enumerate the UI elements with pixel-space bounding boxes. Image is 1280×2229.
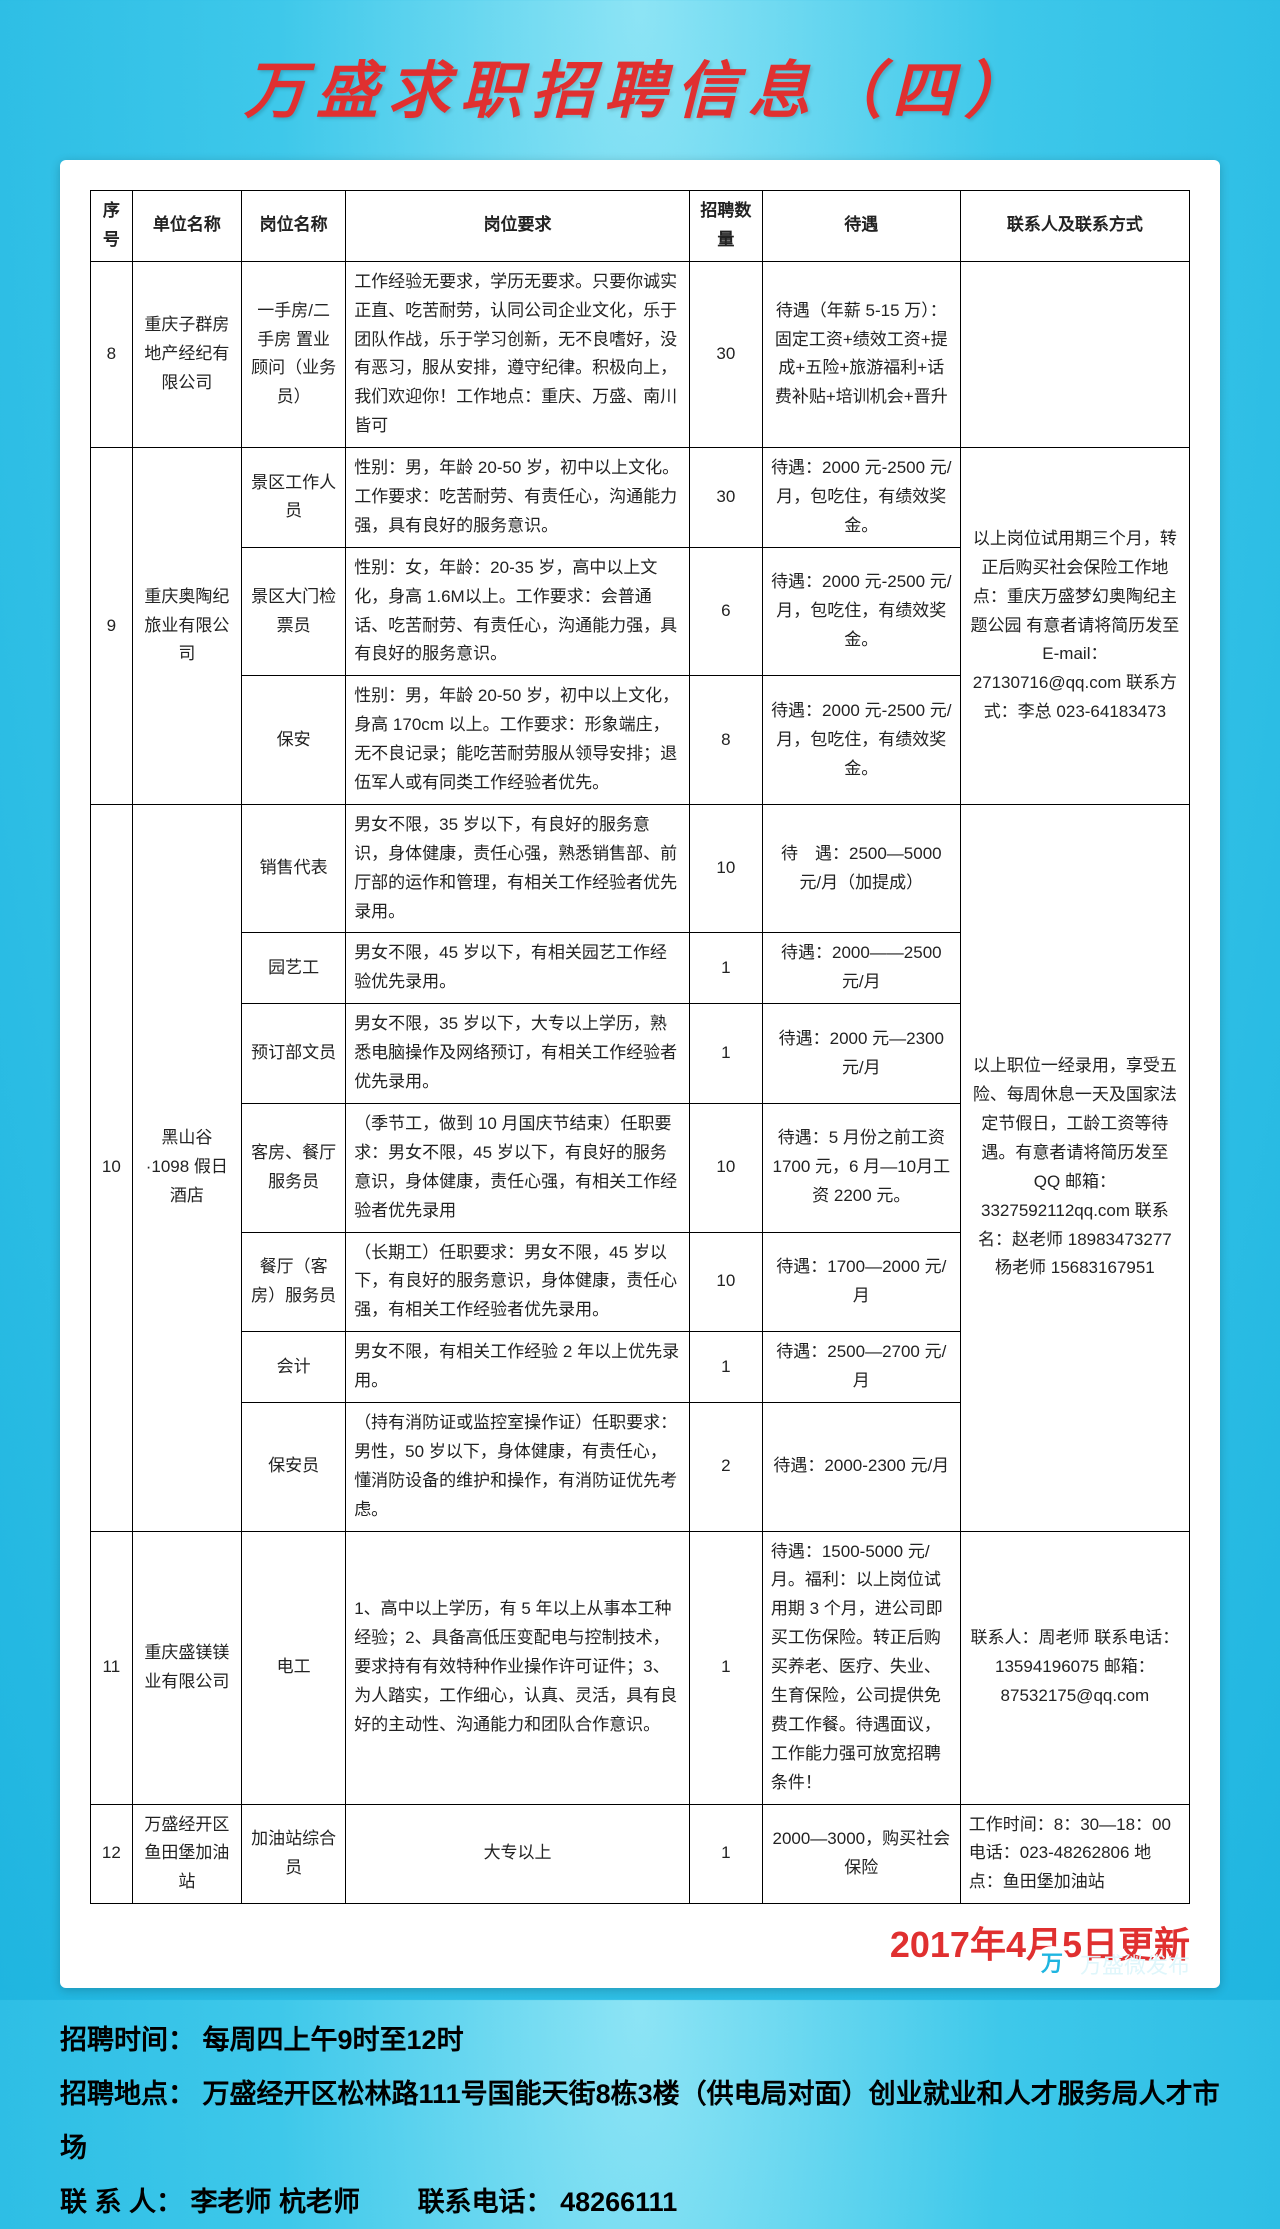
th-position: 岗位名称 bbox=[242, 191, 346, 262]
table-header-row: 序号 单位名称 岗位名称 岗位要求 招聘数量 待遇 联系人及联系方式 bbox=[91, 191, 1190, 262]
job-table: 序号 单位名称 岗位名称 岗位要求 招聘数量 待遇 联系人及联系方式 8 重庆子… bbox=[90, 190, 1190, 1904]
content-sheet: 序号 单位名称 岗位名称 岗位要求 招聘数量 待遇 联系人及联系方式 8 重庆子… bbox=[60, 160, 1220, 1988]
cell-req: 大专以上 bbox=[346, 1804, 690, 1904]
cell-seq: 11 bbox=[91, 1531, 133, 1804]
update-date: 2017年4月5日更新 bbox=[90, 1916, 1190, 1968]
cell-salary: 待遇：2000 元—2300 元/月 bbox=[762, 1004, 960, 1104]
cell-salary: 待遇：2000——2500 元/月 bbox=[762, 933, 960, 1004]
cell-req: 性别：男，年龄 20-50 岁，初中以上文化，身高 170cm 以上。工作要求：… bbox=[346, 676, 690, 805]
cell-count: 10 bbox=[689, 1103, 762, 1232]
cell-position: 餐厅（客房）服务员 bbox=[242, 1232, 346, 1332]
footer-phone: 48266111 bbox=[560, 2187, 677, 2217]
cell-req: 工作经验无要求，学历无要求。只要你诚实正直、吃苦耐劳，认同公司企业文化，乐于团队… bbox=[346, 261, 690, 447]
th-salary: 待遇 bbox=[762, 191, 960, 262]
cell-req: 男女不限，35 岁以下，大专以上学历，熟悉电脑操作及网络预订，有相关工作经验者优… bbox=[346, 1004, 690, 1104]
cell-contact: 联系人：周老师 联系电话：13594196075 邮箱：87532175@qq.… bbox=[960, 1531, 1189, 1804]
cell-position: 一手房/二手房 置业顾问（业务员） bbox=[242, 261, 346, 447]
cell-salary: 待遇：2000 元-2500 元/月，包吃住，有绩效奖金。 bbox=[762, 547, 960, 676]
cell-salary: 待遇：2000 元-2500 元/月，包吃住，有绩效奖金。 bbox=[762, 676, 960, 805]
cell-position: 电工 bbox=[242, 1531, 346, 1804]
table-row: 9 重庆奥陶纪旅业有限公司 景区工作人员 性别：男，年龄 20-50 岁，初中以… bbox=[91, 448, 1190, 548]
cell-count: 30 bbox=[689, 448, 762, 548]
th-seq: 序号 bbox=[91, 191, 133, 262]
th-contact: 联系人及联系方式 bbox=[960, 191, 1189, 262]
cell-count: 2 bbox=[689, 1402, 762, 1531]
footer-time-label: 招聘时间： bbox=[60, 2025, 195, 2055]
cell-salary: 待遇（年薪 5-15 万）：固定工资+绩效工资+提成+五险+旅游福利+话费补贴+… bbox=[762, 261, 960, 447]
page-title: 万盛求职招聘信息（四） bbox=[0, 0, 1280, 150]
cell-count: 1 bbox=[689, 1332, 762, 1403]
cell-position: 会计 bbox=[242, 1332, 346, 1403]
cell-salary: 待遇：2000 元-2500 元/月，包吃住，有绩效奖金。 bbox=[762, 448, 960, 548]
table-row: 12 万盛经开区鱼田堡加油站 加油站综合员 大专以上 1 2000—3000，购… bbox=[91, 1804, 1190, 1904]
cell-contact: 以上职位一经录用，享受五险、每周休息一天及国家法定节假日，工龄工资等待遇。有意者… bbox=[960, 804, 1189, 1531]
cell-req: （季节工，做到 10 月国庆节结束）任职要求：男女不限，45 岁以下，有良好的服… bbox=[346, 1103, 690, 1232]
footer-info: 招聘时间： 每周四上午9时至12时 招聘地点： 万盛经开区松林路111号国能天街… bbox=[60, 2013, 1220, 2229]
cell-count: 10 bbox=[689, 1232, 762, 1332]
footer-place: 万盛经开区松林路111号国能天街8栋3楼（供电局对面）创业就业和人才服务局人才市… bbox=[60, 2079, 1220, 2163]
cell-seq: 8 bbox=[91, 261, 133, 447]
cell-contact: 以上岗位试用期三个月，转正后购买社会保险工作地点：重庆万盛梦幻奥陶纪主题公园 有… bbox=[960, 448, 1189, 805]
cell-salary: 2000—3000，购买社会保险 bbox=[762, 1804, 960, 1904]
cell-company: 万盛经开区鱼田堡加油站 bbox=[132, 1804, 241, 1904]
cell-req: 男女不限，35 岁以下，有良好的服务意识，身体健康，责任心强，熟悉销售部、前厅部… bbox=[346, 804, 690, 933]
cell-count: 1 bbox=[689, 1531, 762, 1804]
cell-req: 1、高中以上学历，有 5 年以上从事本工种经验；2、具备高低压变配电与控制技术，… bbox=[346, 1531, 690, 1804]
cell-req: 男女不限，有相关工作经验 2 年以上优先录用。 bbox=[346, 1332, 690, 1403]
cell-req: （持有消防证或监控室操作证）任职要求：男性，50 岁以下，身体健康，有责任心，懂… bbox=[346, 1402, 690, 1531]
cell-seq: 9 bbox=[91, 448, 133, 805]
table-row: 11 重庆盛镁镁业有限公司 电工 1、高中以上学历，有 5 年以上从事本工种经验… bbox=[91, 1531, 1190, 1804]
cell-position: 景区大门检票员 bbox=[242, 547, 346, 676]
footer-place-label: 招聘地点： bbox=[60, 2079, 195, 2109]
cell-req: 性别：女，年龄：20-35 岁，高中以上文化，身高 1.6M以上。工作要求：会普… bbox=[346, 547, 690, 676]
th-company: 单位名称 bbox=[132, 191, 241, 262]
th-req: 岗位要求 bbox=[346, 191, 690, 262]
cell-position: 销售代表 bbox=[242, 804, 346, 933]
cell-req: 男女不限，45 岁以下，有相关园艺工作经验优先录用。 bbox=[346, 933, 690, 1004]
cell-position: 加油站综合员 bbox=[242, 1804, 346, 1904]
th-count: 招聘数量 bbox=[689, 191, 762, 262]
cell-salary: 待遇：2000-2300 元/月 bbox=[762, 1402, 960, 1531]
cell-position: 保安 bbox=[242, 676, 346, 805]
cell-count: 10 bbox=[689, 804, 762, 933]
cell-count: 1 bbox=[689, 1804, 762, 1904]
cell-count: 8 bbox=[689, 676, 762, 805]
cell-position: 园艺工 bbox=[242, 933, 346, 1004]
cell-seq: 10 bbox=[91, 804, 133, 1531]
cell-count: 1 bbox=[689, 933, 762, 1004]
cell-contact: 工作时间：8：30—18：00 电话：023-48262806 地点：鱼田堡加油… bbox=[960, 1804, 1189, 1904]
cell-contact bbox=[960, 261, 1189, 447]
cell-company: 重庆子群房地产经纪有限公司 bbox=[132, 261, 241, 447]
cell-company: 黑山谷·1098 假日酒店 bbox=[132, 804, 241, 1531]
footer-phone-label: 联系电话： bbox=[418, 2187, 553, 2217]
source-watermark: 万 万盛微发布 bbox=[1034, 1946, 1190, 1982]
cell-salary: 待遇：5 月份之前工资 1700 元，6 月—10月工资 2200 元。 bbox=[762, 1103, 960, 1232]
cell-company: 重庆奥陶纪旅业有限公司 bbox=[132, 448, 241, 805]
source-icon: 万 bbox=[1034, 1946, 1070, 1982]
cell-salary: 待遇：1700—2000 元/月 bbox=[762, 1232, 960, 1332]
source-text: 万盛微发布 bbox=[1080, 1948, 1190, 1980]
cell-position: 预订部文员 bbox=[242, 1004, 346, 1104]
footer-contact-label: 联 系 人： bbox=[60, 2187, 183, 2217]
cell-count: 1 bbox=[689, 1004, 762, 1104]
table-row: 10 黑山谷·1098 假日酒店 销售代表 男女不限，35 岁以下，有良好的服务… bbox=[91, 804, 1190, 933]
cell-req: （长期工）任职要求：男女不限，45 岁以下，有良好的服务意识，身体健康，责任心强… bbox=[346, 1232, 690, 1332]
cell-count: 6 bbox=[689, 547, 762, 676]
footer-time: 每周四上午9时至12时 bbox=[203, 2025, 464, 2055]
cell-salary: 待 遇：2500—5000 元/月（加提成） bbox=[762, 804, 960, 933]
cell-count: 30 bbox=[689, 261, 762, 447]
table-row: 8 重庆子群房地产经纪有限公司 一手房/二手房 置业顾问（业务员） 工作经验无要… bbox=[91, 261, 1190, 447]
cell-position: 保安员 bbox=[242, 1402, 346, 1531]
cell-seq: 12 bbox=[91, 1804, 133, 1904]
cell-req: 性别：男，年龄 20-50 岁，初中以上文化。工作要求：吃苦耐劳、有责任心，沟通… bbox=[346, 448, 690, 548]
cell-salary: 待遇：1500-5000 元/月。福利：以上岗位试用期 3 个月，进公司即买工伤… bbox=[762, 1531, 960, 1804]
cell-salary: 待遇：2500—2700 元/月 bbox=[762, 1332, 960, 1403]
cell-position: 景区工作人员 bbox=[242, 448, 346, 548]
footer-contact: 李老师 杭老师 bbox=[191, 2187, 361, 2217]
cell-company: 重庆盛镁镁业有限公司 bbox=[132, 1531, 241, 1804]
cell-position: 客房、餐厅服务员 bbox=[242, 1103, 346, 1232]
